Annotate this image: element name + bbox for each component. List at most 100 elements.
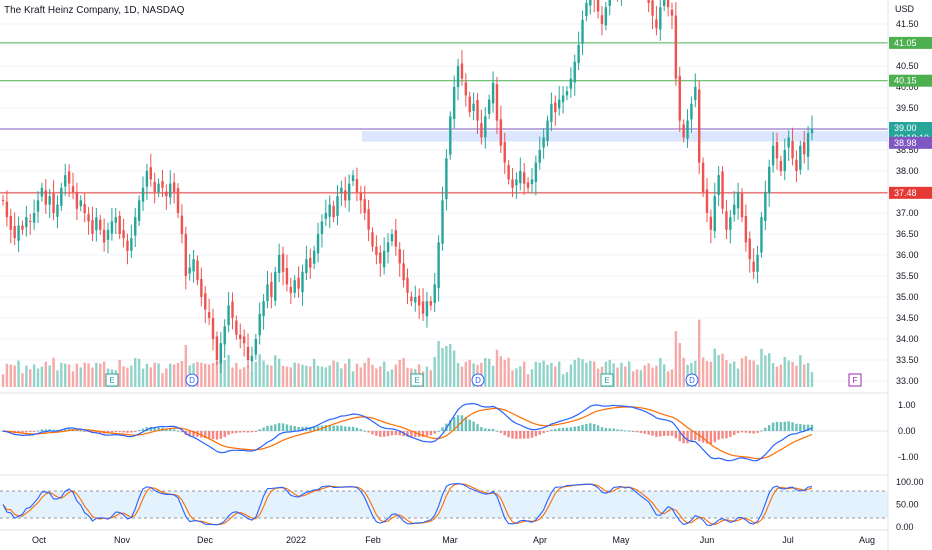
candle-body <box>546 120 549 142</box>
candle-body <box>495 84 499 121</box>
volume-bar <box>137 358 141 387</box>
macd-histogram-bar <box>569 427 573 431</box>
macd-histogram-bar <box>344 426 347 431</box>
candle-body <box>394 230 398 247</box>
macd-histogram-bar <box>783 421 786 431</box>
macd-histogram-bar <box>40 429 44 431</box>
volume-bar <box>589 360 592 387</box>
candle-body <box>145 171 149 187</box>
macd-histogram-bar <box>487 428 491 431</box>
macd-histogram-bar <box>554 428 557 431</box>
volume-bar <box>651 367 654 387</box>
macd-histogram-bar <box>274 424 277 431</box>
candle-body <box>250 355 254 362</box>
candle-body <box>254 339 258 355</box>
time-axis-label: Nov <box>114 535 131 545</box>
volume-bar <box>1 374 5 387</box>
candle-body <box>717 175 720 195</box>
time-axis-label: Dec <box>197 535 214 545</box>
candle-body <box>301 271 304 293</box>
stoch-axis[interactable]: 100.00 50.00 0.00 <box>896 477 924 532</box>
volume-bar <box>752 360 755 387</box>
candle-body <box>721 171 724 209</box>
volume-bar <box>639 370 643 387</box>
candle-body <box>169 183 172 198</box>
candle-body <box>130 238 133 251</box>
candle-body <box>705 189 709 213</box>
time-axis-label: Aug <box>859 535 875 545</box>
volume-bar <box>336 362 339 387</box>
volume-bar <box>631 371 635 387</box>
macd-histogram-bar <box>67 428 71 431</box>
volume-bar <box>402 357 405 387</box>
volume-bar <box>694 360 697 387</box>
macd-histogram-bar <box>126 431 129 433</box>
macd-histogram-bar <box>52 429 55 431</box>
stoch-axis-label: 50.00 <box>896 500 919 510</box>
volume-bar <box>698 319 701 387</box>
macd-axis-label: -1.00 <box>898 452 919 462</box>
candle-body <box>176 188 180 213</box>
time-axis-label: May <box>612 535 630 545</box>
earnings-marker-icon <box>105 373 119 387</box>
macd-histogram-bar <box>557 428 561 431</box>
candle-body <box>52 193 55 213</box>
volume-bar <box>713 348 716 387</box>
volume-bar <box>29 369 32 387</box>
macd-axis[interactable]: 1.00 0.00 -1.00 <box>898 400 919 462</box>
macd-histogram-bar <box>219 431 223 439</box>
candle-body <box>246 346 250 360</box>
macd-histogram-bar <box>806 424 810 431</box>
volume-bar <box>134 358 137 387</box>
candle-body <box>188 267 191 274</box>
candle-body <box>270 281 273 297</box>
macd-histogram-bar <box>386 431 390 437</box>
candles[interactable] <box>1 0 814 374</box>
stoch-axis-label: 0.00 <box>896 522 914 532</box>
volume-bar <box>67 364 71 387</box>
macd-histogram-bar <box>698 431 701 442</box>
volume-bar <box>775 366 779 387</box>
price-axis-background <box>888 0 932 550</box>
volume-bar <box>554 366 557 387</box>
candle-body <box>297 277 300 289</box>
candle-body <box>760 217 763 253</box>
macd-histogram-bar <box>250 431 254 433</box>
candle-body <box>581 19 584 44</box>
macd-histogram-bar <box>262 427 265 431</box>
candle-body <box>787 137 790 148</box>
candle-body <box>196 260 199 281</box>
candle-body <box>472 103 475 111</box>
macd-histogram-bar <box>21 431 24 434</box>
volume-bar <box>616 367 619 387</box>
candle-body <box>180 215 184 234</box>
volume-bar <box>375 368 378 387</box>
candle-body <box>771 145 775 166</box>
volume-bar <box>207 364 211 387</box>
candle-body <box>344 190 347 201</box>
time-axis[interactable]: Oct Nov Dec 2022 Feb Mar Apr May Jun Jul Aug <box>32 535 875 545</box>
candle-body <box>515 179 518 186</box>
candle-body <box>328 204 331 217</box>
macd-histogram-bar <box>519 431 522 439</box>
candle-body <box>729 217 732 230</box>
macd-histogram-bar <box>406 431 409 437</box>
macd-histogram-bar <box>176 430 180 432</box>
stoch-indicator <box>0 483 888 526</box>
macd-histogram-bar <box>550 429 553 431</box>
event-marker-earnings: E <box>410 373 424 387</box>
candle-body <box>519 171 522 184</box>
macd-histogram-bar <box>659 431 662 437</box>
volume-bar <box>5 363 9 387</box>
macd-histogram-bar <box>468 419 471 431</box>
volume-bar <box>87 363 90 387</box>
volume-bar <box>258 354 261 387</box>
macd-histogram-bar <box>515 431 518 440</box>
candle-body <box>118 215 121 234</box>
volume-bar <box>596 368 600 387</box>
candle-body <box>659 7 662 30</box>
candle-body <box>522 172 526 184</box>
macd-histogram-bar <box>713 431 716 443</box>
earnings-marker-icon <box>600 373 614 387</box>
